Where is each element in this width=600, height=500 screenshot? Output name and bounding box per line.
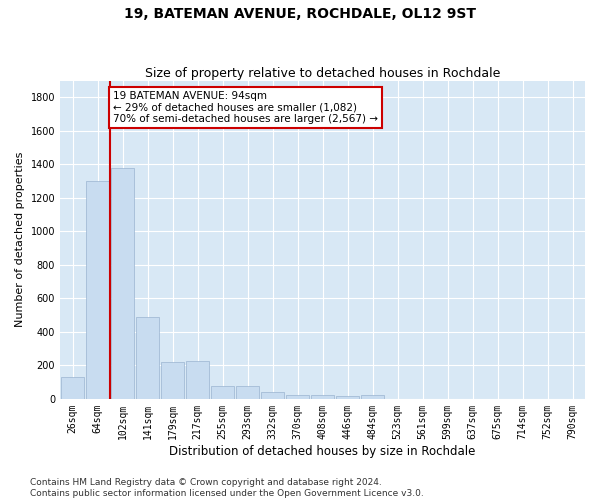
Bar [211, 386, 234, 399]
X-axis label: Distribution of detached houses by size in Rochdale: Distribution of detached houses by size … [169, 444, 476, 458]
Text: Contains HM Land Registry data © Crown copyright and database right 2024.
Contai: Contains HM Land Registry data © Crown c… [30, 478, 424, 498]
Bar [236, 386, 259, 399]
Bar [61, 377, 84, 399]
Bar [86, 181, 109, 399]
Bar [161, 362, 184, 399]
Bar [361, 396, 384, 399]
Bar [336, 396, 359, 399]
Bar [186, 361, 209, 399]
Bar [136, 317, 159, 399]
Text: 19, BATEMAN AVENUE, ROCHDALE, OL12 9ST: 19, BATEMAN AVENUE, ROCHDALE, OL12 9ST [124, 8, 476, 22]
Title: Size of property relative to detached houses in Rochdale: Size of property relative to detached ho… [145, 66, 500, 80]
Text: 19 BATEMAN AVENUE: 94sqm
← 29% of detached houses are smaller (1,082)
70% of sem: 19 BATEMAN AVENUE: 94sqm ← 29% of detach… [113, 90, 378, 124]
Bar [311, 396, 334, 399]
Bar [111, 168, 134, 399]
Bar [261, 392, 284, 399]
Y-axis label: Number of detached properties: Number of detached properties [15, 152, 25, 328]
Bar [286, 394, 309, 399]
